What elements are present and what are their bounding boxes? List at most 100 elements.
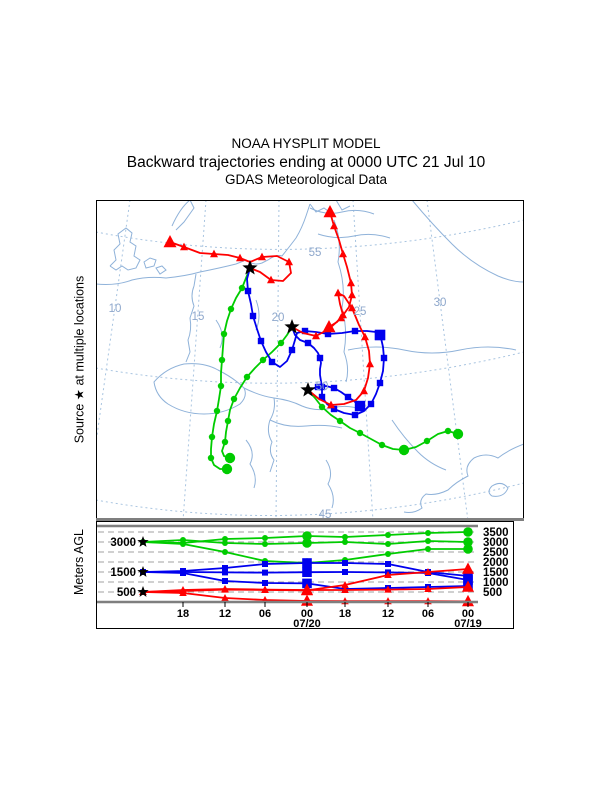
trajectory-marker: [339, 310, 347, 319]
trajectory-marker: [342, 569, 348, 575]
trajectory-marker: [351, 327, 359, 335]
page-title: Backward trajectories ending at 0000 UTC…: [126, 153, 486, 171]
title-block: NOAA HYSPLIT MODEL Backward trajectories…: [0, 136, 612, 189]
trajectory-marker: [179, 588, 187, 596]
source-star: [300, 382, 316, 397]
trajectory-marker: [424, 567, 432, 575]
graticule-label: 25: [354, 306, 367, 318]
trajectory-marker: [318, 403, 326, 411]
trajectory-marker: [374, 329, 386, 341]
trajectory-line-green-3000-src2: [221, 326, 293, 459]
trajectory-marker: [425, 530, 431, 536]
trajectory-marker: [312, 331, 320, 340]
trajectory-marker: [262, 580, 268, 586]
trajectory-marker: [376, 379, 384, 387]
trajectory-marker: [424, 584, 432, 592]
profile-right-scale-label: 2500: [483, 547, 509, 559]
trajectory-marker: [380, 354, 388, 362]
time-axis-label: 18: [339, 608, 351, 620]
trajectory-marker: [463, 537, 473, 547]
trajectory-marker: [462, 594, 474, 607]
trajectory-marker: [385, 541, 391, 547]
trajectory-marker: [323, 204, 337, 218]
trajectory-marker: [238, 284, 246, 292]
source-axis-label: Source ★ at multiple locations: [72, 275, 87, 444]
time-axis-label: 06: [422, 608, 434, 620]
trajectory-marker: [462, 580, 474, 592]
height-profile-chart: 3000150050035003000250020001500100050018…: [96, 521, 514, 629]
trajectory-line-blue-1500-src1: [246, 267, 381, 368]
trajectory-marker: [444, 427, 452, 435]
trajectory-marker: [221, 463, 233, 475]
trajectory-marker: [304, 339, 312, 347]
profile-right-scale-label: 500: [483, 587, 502, 599]
trajectory-marker: [385, 561, 391, 567]
trajectory-marker: [213, 407, 221, 415]
trajectory-marker: [218, 356, 226, 364]
trajectory-marker: [378, 441, 386, 449]
trajectory-map-panel: 10 15 20 25 30 55 50 45: [96, 200, 524, 521]
trajectory-marker: [244, 287, 252, 295]
trajectory-marker: [277, 339, 285, 347]
time-axis-label: 00: [301, 608, 313, 620]
source-star: [137, 566, 149, 577]
trajectory-marker: [262, 541, 268, 547]
trajectory-marker: [268, 358, 276, 366]
trajectory-marker: [330, 221, 338, 230]
trajectory-marker: [180, 242, 188, 251]
time-axis-label: 12: [382, 608, 394, 620]
source-star: [242, 260, 258, 275]
trajectory-marker: [285, 257, 293, 266]
trajectory-marker: [316, 354, 324, 362]
trajectory-marker: [301, 327, 309, 335]
trajectory-marker: [341, 580, 349, 588]
trajectory-marker: [384, 570, 392, 578]
trajectory-marker: [348, 290, 356, 299]
time-axis-label: 00: [462, 608, 474, 620]
trajectory-marker: [463, 575, 473, 585]
trajectory-marker: [230, 395, 238, 403]
model-title: NOAA HYSPLIT MODEL: [231, 136, 381, 151]
trajectory-marker: [301, 583, 313, 595]
profile-right-scale-label: 1000: [483, 577, 509, 589]
trajectory-marker: [348, 303, 356, 312]
trajectory-marker: [463, 544, 473, 554]
trajectory-marker: [220, 330, 228, 338]
trajectory-marker: [262, 561, 268, 567]
trajectory-marker: [267, 275, 275, 284]
trajectory-marker: [222, 569, 228, 576]
profile-frame: [96, 521, 514, 629]
trajectory-marker: [361, 332, 369, 341]
trajectory-marker: [262, 569, 268, 576]
trajectory-marker: [314, 383, 322, 391]
graticule-lines: [96, 200, 524, 521]
trajectory-marker: [208, 433, 216, 441]
trajectory-marker: [180, 570, 186, 576]
graticule-label: 55: [309, 247, 322, 259]
trajectory-marker: [222, 578, 228, 584]
trajectory-marker: [217, 382, 225, 390]
trajectory-marker: [302, 538, 312, 548]
trajectory-marker: [207, 454, 215, 462]
trajectory-marker: [334, 288, 342, 297]
trajectory-marker: [341, 585, 349, 593]
graticule-label: 10: [109, 303, 122, 315]
trajectory-marker: [302, 558, 312, 568]
trajectory-lines-layer: [163, 204, 464, 475]
trajectory-marker: [330, 405, 338, 413]
trajectory-marker: [222, 540, 228, 546]
trajectory-marker: [210, 249, 218, 258]
trajectory-marker: [259, 356, 267, 364]
trajectory-marker: [262, 535, 268, 541]
trajectory-marker: [236, 253, 244, 262]
graticule-label: 15: [192, 311, 205, 323]
trajectory-marker: [324, 330, 332, 338]
trajectory-marker: [452, 428, 464, 440]
trajectory-marker: [342, 534, 348, 540]
trajectory-marker: [330, 384, 338, 392]
trajectory-marker: [327, 400, 335, 409]
trajectory-marker: [258, 252, 266, 261]
